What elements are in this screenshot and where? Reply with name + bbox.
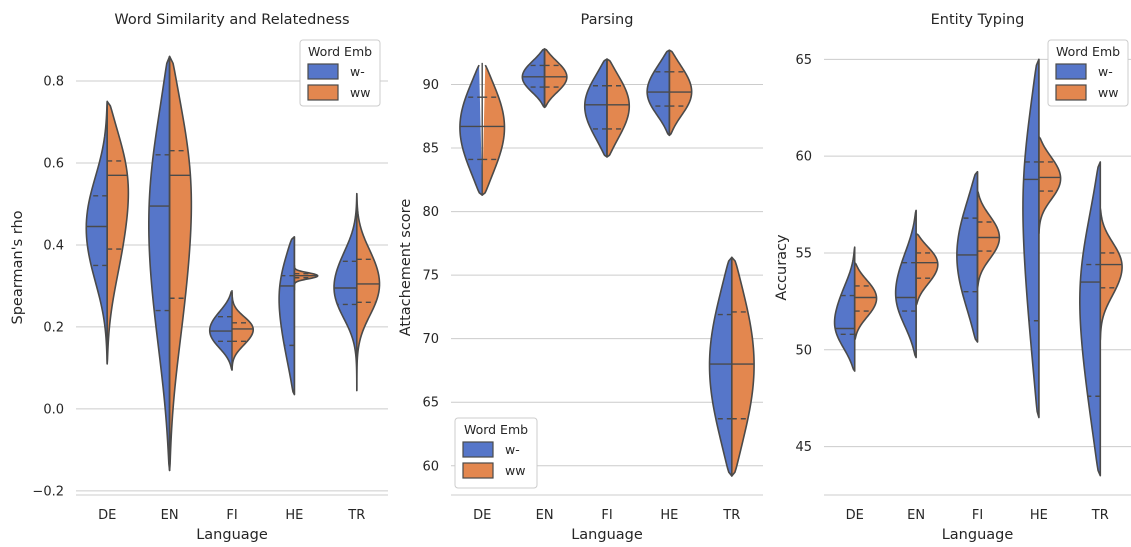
violin-ww-FI	[976, 190, 1001, 289]
panel-3: Entity Typing 45 50 55 60 65 DE EN FI HE TR Languag…	[774, 12, 1131, 543]
legend-swatch-w-	[307, 63, 339, 80]
x-tick-label: TR	[1091, 508, 1109, 523]
y-axis-label: Attachement score	[398, 199, 414, 337]
violin-w--DE	[833, 246, 856, 372]
x-tick-label: HE	[285, 508, 303, 523]
legend: Word Emb w-ww	[454, 417, 538, 489]
y-tick-label: −0.2	[32, 484, 64, 499]
legend-label: ww	[1098, 85, 1118, 100]
y-tick-label: 50	[795, 343, 812, 358]
legend-swatch-w-	[462, 441, 494, 458]
legend-title: Word Emb	[464, 422, 528, 437]
y-tick-label: 65	[422, 396, 439, 411]
legend-swatch-ww	[1055, 84, 1087, 101]
x-tick-label: TR	[722, 508, 740, 523]
legend-swatch-ww	[307, 84, 339, 101]
x-tick-label: FI	[601, 508, 612, 523]
violin-ww-TR	[1099, 207, 1123, 341]
violin-ww-HE	[1038, 136, 1062, 235]
violin-w--HE	[1022, 58, 1040, 419]
y-tick-label: 80	[422, 205, 439, 220]
legend: Word Emb w-ww	[1047, 39, 1129, 107]
legend-title: Word Emb	[1056, 44, 1120, 59]
x-tick-label: TR	[347, 508, 365, 523]
violin-w--EN	[148, 55, 171, 472]
x-tick-label: DE	[846, 508, 864, 523]
violin-w--TR	[1079, 161, 1102, 477]
chart-title: Parsing	[581, 12, 634, 28]
legend-title: Word Emb	[308, 44, 372, 59]
violin-ww-EN	[543, 48, 568, 109]
violin-ww-EN	[168, 55, 193, 472]
legend-swatch-w-	[1055, 63, 1087, 80]
x-tick-label: EN	[161, 508, 179, 523]
violin-w--DE	[85, 100, 108, 365]
y-tick-label: 0.2	[43, 320, 64, 335]
y-tick-label: 85	[422, 142, 439, 157]
y-tick-label: 60	[795, 150, 812, 165]
violin-ww-DE	[853, 261, 878, 341]
x-tick-label: FI	[972, 508, 983, 523]
y-tick-label: 0.0	[43, 402, 64, 417]
x-tick-label: HE	[1030, 508, 1048, 523]
x-tick-label: FI	[226, 508, 237, 523]
y-tick-label: 75	[422, 269, 439, 284]
legend-swatch-ww	[462, 462, 494, 479]
panel-2: Parsing 60 65 70 75 80 85 90 DE EN FI HE TR Language A…	[398, 12, 763, 543]
y-axis-label: Spearman's rho	[10, 210, 26, 324]
x-tick-label: DE	[98, 508, 116, 523]
y-tick-label: 60	[422, 459, 439, 474]
legend-label: w-	[350, 64, 365, 79]
violin-ww-FI	[231, 291, 255, 371]
x-axis-label: Language	[942, 527, 1014, 543]
y-tick-label: 90	[422, 78, 439, 93]
violin-w--EN	[894, 209, 917, 359]
violin-ww-DE	[481, 64, 506, 196]
x-tick-label: EN	[536, 508, 554, 523]
legend-label: ww	[505, 463, 525, 478]
violin-ww-DE	[106, 100, 130, 365]
violin-w--FI	[583, 58, 608, 158]
y-tick-label: 0.6	[43, 156, 64, 171]
y-tick-label: 65	[795, 53, 812, 68]
violin-w--TR	[333, 192, 358, 392]
y-axis-label: Accuracy	[774, 234, 790, 301]
x-tick-label: DE	[473, 508, 491, 523]
x-tick-label: EN	[907, 508, 925, 523]
legend-label: w-	[1098, 64, 1113, 79]
y-tick-label: 45	[795, 440, 812, 455]
violin-ww-TR	[356, 192, 381, 392]
x-tick-label: HE	[660, 508, 678, 523]
violin-w--EN	[521, 48, 546, 109]
violin-ww-FI	[606, 58, 631, 158]
y-tick-label: 0.4	[43, 238, 64, 253]
y-tick-label: 70	[422, 332, 439, 347]
chart-title: Entity Typing	[931, 12, 1025, 28]
violin-w--FI	[956, 170, 979, 343]
violin-w--DE	[459, 64, 483, 196]
x-axis-label: Language	[196, 527, 268, 543]
legend: Word Emb w-ww	[299, 39, 381, 107]
x-axis-label: Language	[571, 527, 643, 543]
violin-ww-EN	[915, 232, 939, 307]
y-tick-label: 0.8	[43, 74, 64, 89]
chart-title: Word Similarity and Relatedness	[114, 12, 349, 28]
violin-ww-TR	[731, 256, 755, 477]
violin-w--TR	[708, 256, 733, 477]
violin-w--HE	[278, 235, 296, 396]
legend-label: w-	[505, 442, 520, 457]
legend-label: ww	[350, 85, 370, 100]
panel-1: Word Similarity and Relatedness −0.2 0.0 0.…	[10, 12, 388, 543]
y-tick-label: 55	[795, 246, 812, 261]
